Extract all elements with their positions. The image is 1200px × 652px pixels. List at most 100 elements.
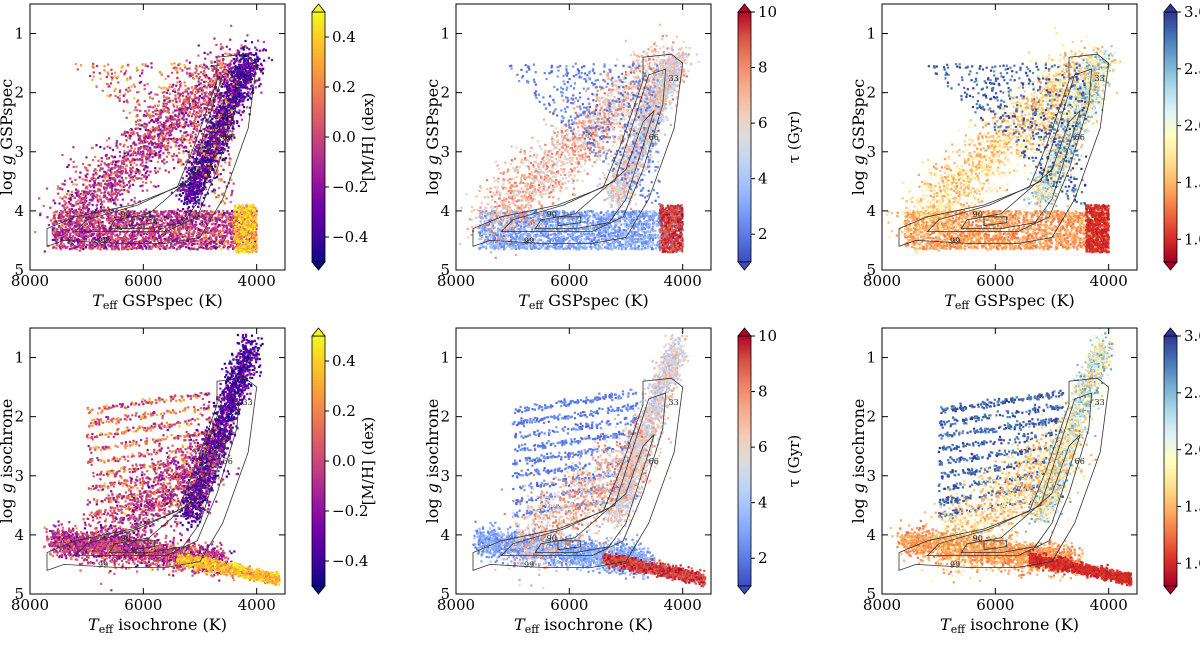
data-point <box>200 246 203 249</box>
data-point <box>196 229 200 232</box>
data-point <box>129 214 132 217</box>
data-point <box>125 183 129 187</box>
data-point <box>102 196 105 199</box>
data-point <box>207 237 210 240</box>
data-point <box>73 247 76 250</box>
data-point <box>220 105 224 108</box>
data-point <box>181 234 185 237</box>
data-point <box>90 247 93 251</box>
data-point <box>211 68 214 71</box>
data-point <box>221 109 224 112</box>
data-point <box>196 242 199 245</box>
data-point <box>85 199 88 203</box>
data-point <box>70 242 74 245</box>
data-point <box>126 212 129 215</box>
data-point <box>223 148 226 151</box>
data-point <box>148 148 151 151</box>
data-point <box>191 227 194 230</box>
data-point <box>108 245 111 248</box>
data-point <box>98 227 101 230</box>
data-point <box>113 192 117 195</box>
data-point <box>157 218 160 222</box>
data-point <box>43 250 46 253</box>
data-point <box>150 131 153 134</box>
data-point <box>67 221 70 224</box>
data-point <box>204 86 207 89</box>
data-point <box>214 108 218 111</box>
data-point <box>196 153 199 157</box>
data-point <box>106 217 109 221</box>
data-point <box>167 214 171 217</box>
data-point <box>85 166 88 170</box>
data-point <box>175 216 179 220</box>
data-point <box>69 226 72 229</box>
data-point <box>88 220 91 223</box>
data-point <box>163 210 167 213</box>
data-point <box>182 118 185 121</box>
data-point <box>198 228 201 231</box>
data-point <box>186 239 189 242</box>
data-point <box>205 168 208 171</box>
data-point <box>160 220 163 223</box>
data-point <box>221 151 225 154</box>
data-point <box>147 218 150 221</box>
data-point <box>77 232 80 235</box>
data-point <box>100 203 104 206</box>
data-point <box>206 126 209 129</box>
data-point <box>126 145 129 149</box>
data-point <box>177 89 180 92</box>
data-point <box>164 225 167 229</box>
data-point <box>216 137 219 140</box>
data-point <box>108 213 112 216</box>
data-point <box>144 135 147 138</box>
data-point <box>219 173 222 176</box>
data-point <box>115 190 118 194</box>
data-point <box>206 177 209 180</box>
data-point <box>82 247 85 251</box>
data-point <box>177 218 180 221</box>
data-point <box>212 89 215 92</box>
data-point <box>99 206 103 209</box>
data-point <box>86 243 89 247</box>
data-point <box>209 119 212 122</box>
data-point <box>231 217 234 220</box>
data-point <box>69 196 72 199</box>
data-point <box>124 238 127 241</box>
data-point <box>116 169 119 172</box>
data-point <box>206 170 209 173</box>
data-point <box>109 194 112 197</box>
data-point <box>117 239 120 242</box>
data-point <box>185 97 188 100</box>
data-point <box>163 162 166 165</box>
data-point <box>229 222 233 225</box>
data-point <box>219 146 222 149</box>
data-point <box>70 190 74 193</box>
data-point <box>185 239 188 242</box>
data-point <box>112 245 115 248</box>
data-point <box>131 243 134 246</box>
data-point <box>122 163 126 166</box>
data-point <box>194 86 197 89</box>
data-point <box>226 149 229 153</box>
data-point <box>113 191 116 194</box>
data-point <box>58 226 61 229</box>
data-point <box>242 94 245 98</box>
data-point <box>122 182 125 185</box>
data-point <box>196 174 200 177</box>
data-point <box>154 93 157 96</box>
data-point <box>121 172 124 175</box>
data-point <box>117 248 120 251</box>
data-point <box>200 238 203 241</box>
data-point <box>176 229 179 232</box>
data-point <box>132 219 135 222</box>
data-point <box>169 214 172 217</box>
data-point <box>161 230 164 233</box>
data-point <box>139 128 142 131</box>
data-point <box>123 152 126 155</box>
data-point <box>75 245 78 249</box>
data-point <box>185 90 188 93</box>
data-point <box>107 236 110 239</box>
data-point <box>180 200 183 203</box>
data-point <box>193 125 196 129</box>
data-point <box>54 220 57 223</box>
